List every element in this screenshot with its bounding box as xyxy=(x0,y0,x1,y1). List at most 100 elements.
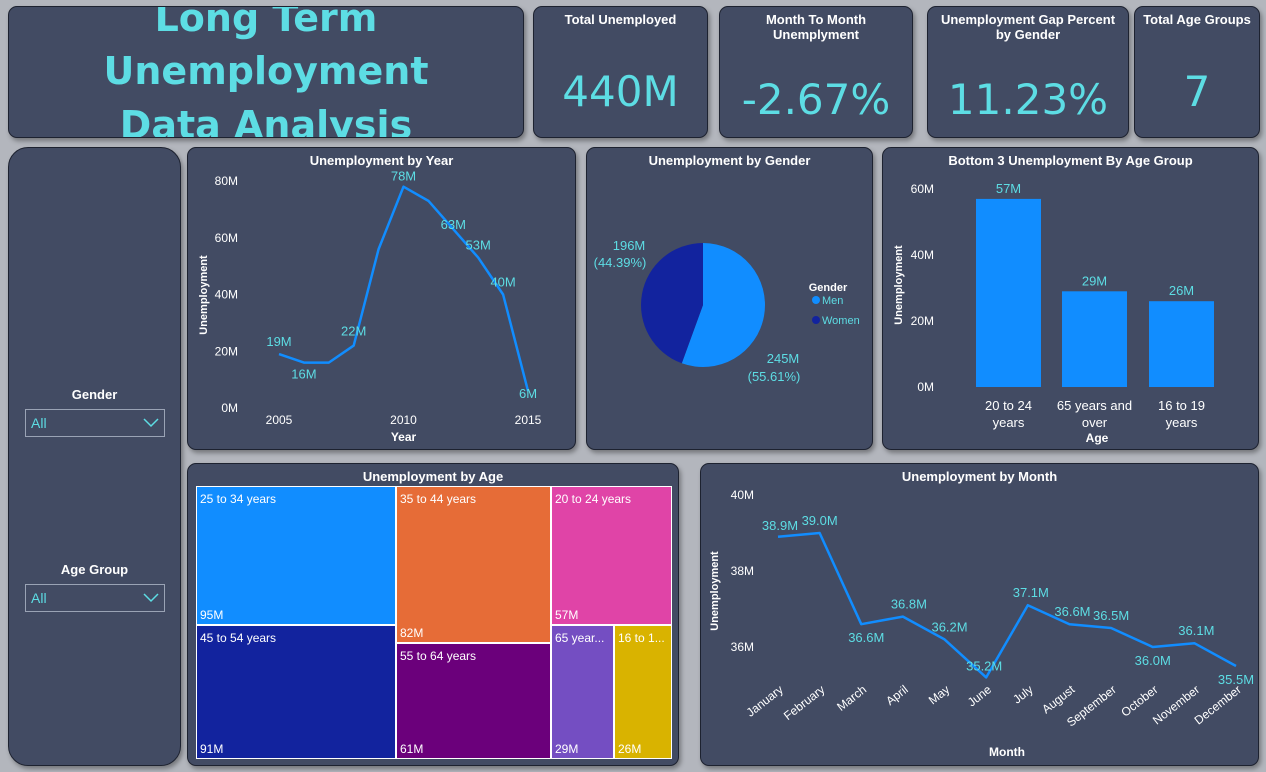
treemap-tile-label: 55 to 64 years xyxy=(400,649,477,663)
bar xyxy=(1149,301,1214,387)
treemap-tile-label: 20 to 24 years xyxy=(555,492,632,506)
x-tick-label: April xyxy=(883,682,911,708)
month-chart-card[interactable]: Unemployment by Month 36M 38M 40M Unemploym… xyxy=(700,463,1259,766)
kpi-label: Total Age Groups xyxy=(1143,12,1251,27)
treemap-tile[interactable]: 20 to 24 years 57M xyxy=(551,486,672,625)
y-tick-label: 40M xyxy=(731,488,754,502)
dashboard-title: Long Term Unemployment Data Analysis xyxy=(103,6,429,138)
kpi-total-age-groups[interactable]: Total Age Groups 7 xyxy=(1134,6,1260,138)
kpi-value: 11.23% xyxy=(947,75,1109,124)
kpi-gender-gap[interactable]: Unemployment Gap Percent by Gender 11.23… xyxy=(927,6,1129,138)
kpi-total-unemployed[interactable]: Total Unemployed 440M xyxy=(533,6,708,138)
y-tick-label: 40M xyxy=(215,288,238,302)
data-label: 35.5M xyxy=(1218,672,1254,687)
chevron-down-icon xyxy=(143,418,159,428)
y-tick-label: 38M xyxy=(731,564,754,578)
data-label: 38.9M xyxy=(762,518,798,533)
gender-chart-card[interactable]: Unemployment by Gender 245M (55.61%) 196M (… xyxy=(586,147,873,450)
treemap-tile-value: 29M xyxy=(555,742,579,756)
kpi-month-to-month[interactable]: Month To Month Unemplyment -2.67% xyxy=(719,6,913,138)
data-label: 36.8M xyxy=(891,597,927,612)
treemap-tile[interactable]: 25 to 34 years 95M xyxy=(196,486,396,625)
gender-slicer-label: Gender xyxy=(71,387,118,402)
data-label: 29M xyxy=(1082,273,1107,288)
legend-label: Women xyxy=(822,315,860,327)
chart-title: Unemployment by Age xyxy=(362,469,504,484)
x-axis-title: Age xyxy=(1086,431,1109,445)
data-label: 36.1M xyxy=(1178,623,1214,638)
y-axis-title: Unemployment xyxy=(709,551,721,631)
data-label: 36.5M xyxy=(1093,608,1129,623)
treemap-tile[interactable]: 35 to 44 years 82M xyxy=(396,486,551,643)
data-label: 26M xyxy=(1169,283,1194,298)
pie-slice-men xyxy=(681,243,765,367)
x-axis-title: Year xyxy=(391,430,417,444)
x-tick-label: 16 to 19 xyxy=(1158,398,1205,413)
treemap-tile[interactable]: 55 to 64 years 61M xyxy=(396,643,551,759)
y-tick-label: 40M xyxy=(911,248,934,262)
age-treemap: 25 to 34 years 95M 45 to 54 years 91M 35 to … xyxy=(196,486,672,759)
data-label: 196M xyxy=(613,238,646,253)
y-tick-label: 36M xyxy=(731,640,754,654)
treemap-tile-label: 16 to 1... xyxy=(618,631,665,645)
x-tick-label: 20 to 24 xyxy=(985,398,1032,413)
age-treemap-card[interactable]: Unemployment by Age 25 to 34 years 95M 45 … xyxy=(187,463,679,766)
treemap-tile[interactable]: 65 year... 29M xyxy=(551,625,614,759)
data-label: 16M xyxy=(291,367,316,382)
x-tick-label: December xyxy=(1192,682,1244,727)
x-tick-label: 2005 xyxy=(266,413,293,427)
data-label: (55.61%) xyxy=(748,369,801,384)
x-tick-label: February xyxy=(781,682,827,723)
data-label: 36.0M xyxy=(1135,653,1171,668)
kpi-value: -2.67% xyxy=(741,75,891,124)
legend-marker xyxy=(812,316,820,324)
year-line-chart: 0M 20M 40M 60M 80M 2005 2010 2015 Year Unemployme… xyxy=(198,169,542,444)
treemap-tile-value: 95M xyxy=(200,608,224,622)
kpi-label: Month To Month Unemplyment xyxy=(765,12,867,42)
x-tick-label: 2015 xyxy=(515,413,542,427)
data-label: 40M xyxy=(490,275,515,290)
data-label: 57M xyxy=(996,181,1021,196)
data-label: 6M xyxy=(519,386,537,401)
y-axis-title: Unemployment xyxy=(893,245,905,325)
data-label: 36.2M xyxy=(931,619,967,634)
treemap-tile[interactable]: 45 to 54 years 91M xyxy=(196,625,396,759)
kpi-label: Unemployment Gap Percent by Gender xyxy=(940,12,1116,42)
y-tick-label: 60M xyxy=(215,231,238,245)
x-tick-label: 2010 xyxy=(390,413,417,427)
kpi-label: Total Unemployed xyxy=(564,12,677,27)
x-tick-label: June xyxy=(965,682,994,709)
data-label: 63M xyxy=(441,217,466,232)
treemap-tile-label: 65 year... xyxy=(555,631,605,645)
year-chart-card[interactable]: Unemployment by Year 0M 20M 40M 60M 80M 2005 2… xyxy=(187,147,576,450)
age-group-dropdown[interactable]: All xyxy=(25,584,165,612)
y-tick-label: 80M xyxy=(215,174,238,188)
filter-panel: Gender All Age Group All xyxy=(8,147,181,766)
age-group-dropdown-value: All xyxy=(31,590,47,606)
x-tick-label: over xyxy=(1082,415,1108,430)
data-label: 78M xyxy=(391,169,416,184)
x-axis-title: Month xyxy=(989,745,1025,759)
y-tick-label: 0M xyxy=(917,380,934,394)
x-tick-label: July xyxy=(1010,682,1035,706)
y-tick-label: 20M xyxy=(215,344,238,358)
chart-title: Unemployment by Gender xyxy=(648,153,811,168)
treemap-tile[interactable]: 16 to 1... 26M xyxy=(614,625,672,759)
bottom3-chart-card[interactable]: Bottom 3 Unemployment By Age Group 0M 20M… xyxy=(882,147,1259,450)
treemap-tile-value: 26M xyxy=(618,742,642,756)
chevron-down-icon xyxy=(143,593,159,603)
data-label: 245M xyxy=(767,351,800,366)
data-label: 22M xyxy=(341,324,366,339)
kpi-value: 440M xyxy=(562,67,679,116)
kpi-value: 7 xyxy=(1183,67,1211,116)
treemap-tile-value: 57M xyxy=(555,608,579,622)
data-label: 53M xyxy=(466,238,491,253)
series-line xyxy=(777,531,1237,679)
title-card: Long Term Unemployment Data Analysis xyxy=(8,6,524,138)
gender-dropdown[interactable]: All xyxy=(25,409,165,437)
data-label: 35.2M xyxy=(966,658,1002,673)
data-label: 36.6M xyxy=(1054,604,1090,619)
treemap-tile-label: 45 to 54 years xyxy=(200,631,277,645)
y-tick-label: 60M xyxy=(911,182,934,196)
